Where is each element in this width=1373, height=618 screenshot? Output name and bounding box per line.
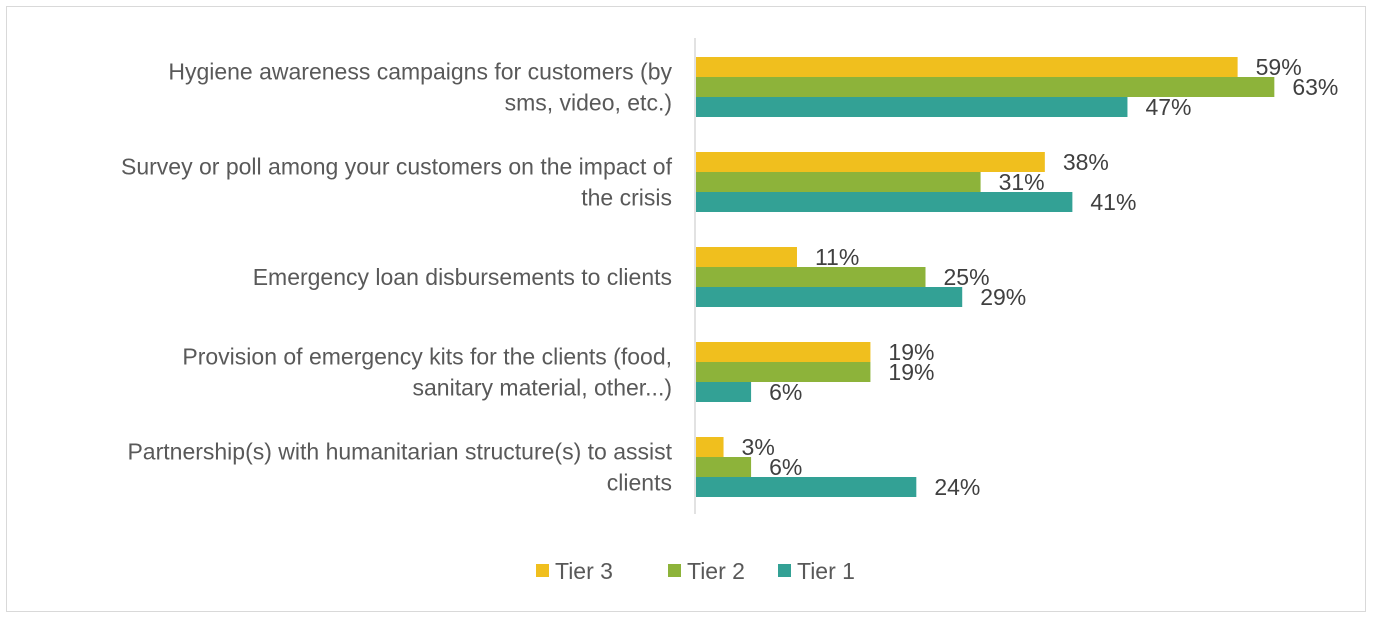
bar-tier-2 — [696, 172, 981, 192]
bar-tier-2 — [696, 362, 871, 382]
data-label: 24% — [934, 474, 980, 500]
data-label: 19% — [888, 359, 934, 385]
data-label: 41% — [1090, 189, 1136, 215]
data-label: 63% — [1292, 74, 1338, 100]
data-label: 31% — [999, 169, 1045, 195]
bar-tier-1 — [696, 382, 752, 402]
legend-entry: Tier 3 — [555, 558, 613, 584]
bar-tier-1 — [696, 192, 1073, 212]
bar-tier-2 — [696, 267, 926, 287]
category-label: Emergency loan disbursements to clients — [253, 264, 672, 290]
chart-frame — [6, 6, 1366, 612]
bar-tier-3 — [696, 437, 724, 457]
legend-swatch — [668, 564, 681, 577]
bar-tier-2 — [696, 77, 1275, 97]
category-label: Partnership(s) with humanitarian structu… — [127, 439, 672, 496]
legend-swatch — [778, 564, 791, 577]
data-label: 47% — [1145, 94, 1191, 120]
data-label: 19% — [888, 339, 934, 365]
legend-entry: Tier 1 — [797, 558, 855, 584]
data-label: 38% — [1063, 149, 1109, 175]
bar-tier-1 — [696, 477, 917, 497]
bar-tier-3 — [696, 342, 871, 362]
category-label: Hygiene awareness campaigns for customer… — [168, 59, 672, 116]
data-label: 6% — [769, 454, 802, 480]
data-label: 3% — [742, 434, 775, 460]
data-label: 25% — [944, 264, 990, 290]
legend-entry: Tier 2 — [687, 558, 745, 584]
bar-tier-3 — [696, 247, 797, 267]
bar-tier-3 — [696, 152, 1045, 172]
category-label: Survey or poll among your customers on t… — [121, 154, 673, 211]
data-label: 11% — [815, 244, 859, 270]
data-label: 29% — [980, 284, 1026, 310]
bar-tier-3 — [696, 57, 1238, 77]
legend-swatch — [536, 564, 549, 577]
data-label: 59% — [1256, 54, 1302, 80]
bar-tier-2 — [696, 457, 752, 477]
bar-tier-1 — [696, 97, 1128, 117]
data-label: 6% — [769, 379, 802, 405]
bar-tier-1 — [696, 287, 963, 307]
category-label: Provision of emergency kits for the clie… — [182, 344, 672, 401]
